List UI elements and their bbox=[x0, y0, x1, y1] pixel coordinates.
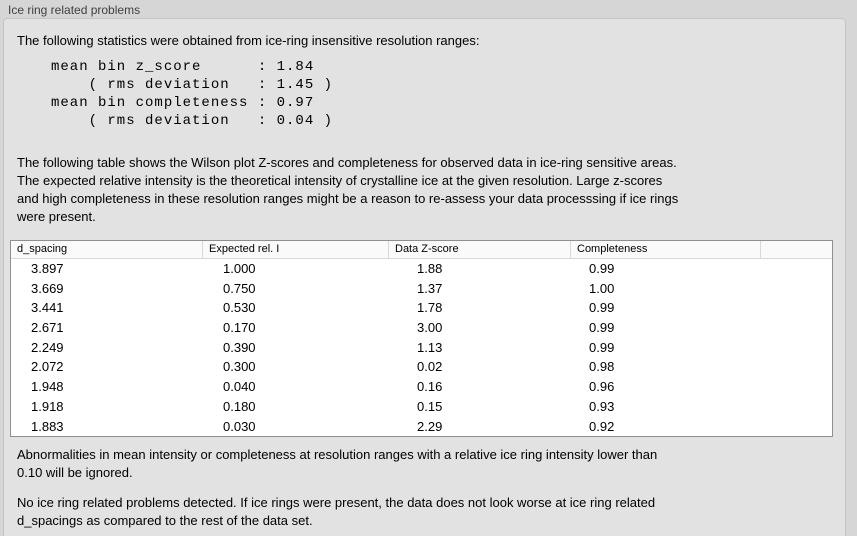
column-header-completeness[interactable]: Completeness bbox=[571, 241, 761, 258]
table-cell: 0.170 bbox=[223, 320, 256, 336]
table-row[interactable]: 1.948 0.040 0.16 0.96 bbox=[11, 377, 832, 397]
table-cell: 0.92 bbox=[589, 418, 615, 434]
table-cell: 1.918 bbox=[31, 398, 64, 414]
column-header-d-spacing[interactable]: d_spacing bbox=[11, 241, 203, 258]
table-cell: 0.99 bbox=[589, 261, 615, 276]
table-row[interactable]: 1.918 0.180 0.15 0.93 bbox=[11, 397, 832, 417]
table-cell: 0.040 bbox=[223, 379, 256, 395]
table-body: 3.897 1.000 1.88 0.99 3.669 0.750 1.37 1.00 3.44… bbox=[11, 259, 832, 436]
column-header-empty bbox=[761, 241, 832, 258]
table-cell: 1.883 bbox=[31, 418, 64, 434]
table-header: d_spacing Expected rel. I Data Z-score Comp… bbox=[11, 241, 832, 259]
table-row[interactable]: 3.441 0.530 1.78 0.99 bbox=[11, 298, 832, 318]
table-cell: 1.948 bbox=[31, 379, 64, 395]
ice-ring-groupbox: The following statistics were obtained f… bbox=[3, 18, 846, 536]
table-cell: 0.93 bbox=[589, 398, 615, 414]
table-cell: 1.37 bbox=[417, 280, 443, 296]
table-row[interactable]: 3.669 0.750 1.37 1.00 bbox=[11, 279, 832, 299]
table-row[interactable]: 1.883 0.030 2.29 0.92 bbox=[11, 417, 832, 437]
table-row[interactable]: 2.072 0.300 0.02 0.98 bbox=[11, 357, 832, 377]
table-cell: 0.98 bbox=[589, 359, 615, 375]
table-cell: 0.750 bbox=[223, 280, 256, 296]
column-header-data-z-score[interactable]: Data Z-score bbox=[389, 241, 571, 258]
table-cell: 1.00 bbox=[589, 280, 615, 296]
table-row[interactable]: 2.671 0.170 3.00 0.99 bbox=[11, 318, 832, 338]
table-cell: 3.441 bbox=[31, 300, 64, 316]
table-cell: 0.16 bbox=[417, 379, 443, 395]
table-cell: 0.99 bbox=[589, 300, 615, 316]
table-cell: 1.13 bbox=[417, 339, 443, 355]
table-cell: 0.300 bbox=[223, 359, 256, 375]
table-cell: 0.99 bbox=[589, 320, 615, 336]
ice-ring-table[interactable]: d_spacing Expected rel. I Data Z-score Comp… bbox=[10, 240, 833, 437]
table-cell: 3.669 bbox=[31, 280, 64, 296]
table-cell: 1.88 bbox=[417, 261, 443, 276]
table-cell: 3.897 bbox=[31, 261, 64, 276]
intro-text: The following statistics were obtained f… bbox=[17, 33, 480, 48]
table-cell: 1.000 bbox=[223, 261, 256, 276]
ignore-note: Abnormalities in mean intensity or compl… bbox=[17, 447, 658, 480]
stats-block: mean bin z_score : 1.84 ( rms deviation … bbox=[51, 59, 334, 129]
table-cell: 1.78 bbox=[417, 300, 443, 316]
table-cell: 0.96 bbox=[589, 379, 615, 395]
table-cell: 3.00 bbox=[417, 320, 443, 336]
table-cell: 2.249 bbox=[31, 339, 64, 355]
table-cell: 0.530 bbox=[223, 300, 256, 316]
table-description: The following table shows the Wilson plo… bbox=[17, 155, 679, 224]
table-cell: 2.671 bbox=[31, 320, 64, 336]
table-cell: 0.390 bbox=[223, 339, 256, 355]
conclusion-text: No ice ring related problems detected. I… bbox=[17, 495, 656, 528]
column-header-expected-rel-i[interactable]: Expected rel. I bbox=[203, 241, 389, 258]
table-cell: 0.030 bbox=[223, 418, 256, 434]
groupbox-title: Ice ring related problems bbox=[8, 3, 141, 17]
table-cell: 2.072 bbox=[31, 359, 64, 375]
table-cell: 0.99 bbox=[589, 339, 615, 355]
table-row[interactable]: 2.249 0.390 1.13 0.99 bbox=[11, 338, 832, 358]
table-cell: 0.180 bbox=[223, 398, 256, 414]
table-cell: 0.15 bbox=[417, 398, 443, 414]
table-cell: 0.02 bbox=[417, 359, 443, 375]
table-cell: 2.29 bbox=[417, 418, 443, 434]
table-row[interactable]: 3.897 1.000 1.88 0.99 bbox=[11, 259, 832, 279]
